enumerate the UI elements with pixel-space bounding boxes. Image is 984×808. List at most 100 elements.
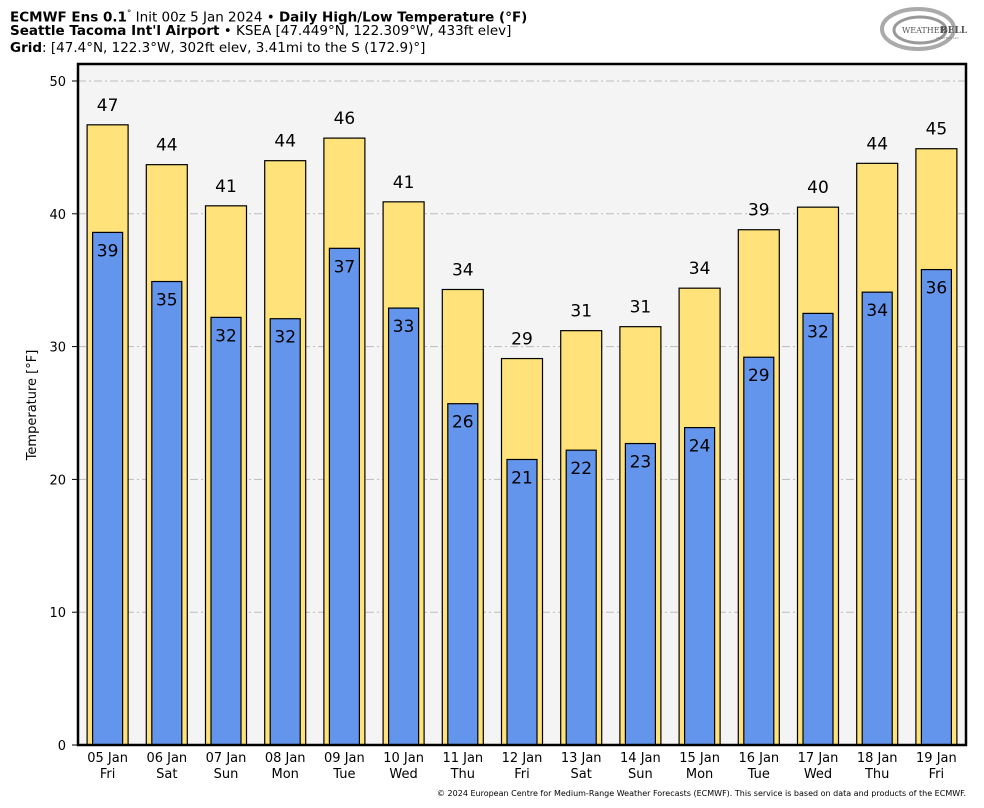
x-tick-date: 14 Jan bbox=[620, 751, 661, 766]
init-time: Init 00z 5 Jan 2024 • bbox=[131, 9, 279, 26]
plot-frame bbox=[76, 62, 968, 747]
x-tick-day: Thu bbox=[864, 767, 889, 782]
station-name: Seattle Tacoma Int'l Airport bbox=[10, 23, 220, 39]
logo-swirl-outer bbox=[880, 7, 956, 51]
x-tick-day: Sat bbox=[571, 767, 592, 782]
low-value-label: 34 bbox=[866, 301, 888, 321]
low-bar bbox=[743, 356, 775, 746]
low-value-label: 29 bbox=[748, 366, 770, 386]
high-value-label: 34 bbox=[689, 259, 711, 279]
low-value-label: 26 bbox=[452, 413, 474, 433]
x-tick-date: 17 Jan bbox=[798, 751, 839, 766]
low-bar bbox=[802, 312, 834, 746]
high-value-label: 41 bbox=[215, 177, 237, 197]
high-value-label: 44 bbox=[156, 136, 178, 156]
x-tick-date: 18 Jan bbox=[857, 751, 898, 766]
low-bar bbox=[210, 316, 242, 746]
grid-details: : [47.4°N, 122.3°W, 302ft elev, 3.41mi t… bbox=[42, 40, 426, 56]
x-tick-date: 16 Jan bbox=[738, 751, 779, 766]
low-bar bbox=[565, 449, 597, 746]
x-tick-date: 06 Jan bbox=[146, 751, 187, 766]
x-tick-day: Fri bbox=[100, 767, 116, 782]
y-tick-label: 40 bbox=[49, 208, 66, 223]
x-tick-day: Mon bbox=[686, 767, 713, 782]
high-value-label: 31 bbox=[570, 302, 592, 322]
x-tick-day: Mon bbox=[271, 767, 298, 782]
header-line-grid: Grid: [47.4°N, 122.3°W, 302ft elev, 3.41… bbox=[10, 40, 425, 57]
x-tick-date: 19 Jan bbox=[916, 751, 957, 766]
high-value-label: 41 bbox=[393, 173, 415, 193]
high-value-label: 34 bbox=[452, 260, 474, 280]
x-tick-day: Fri bbox=[514, 767, 530, 782]
x-tick-date: 11 Jan bbox=[442, 751, 483, 766]
x-tick-day: Tue bbox=[747, 767, 770, 782]
high-value-label: 46 bbox=[334, 109, 356, 129]
y-tick-label: 0 bbox=[58, 739, 66, 754]
low-bar bbox=[328, 247, 360, 746]
high-value-label: 45 bbox=[926, 120, 948, 140]
y-axis: 0 10 20 30 40 50 bbox=[49, 75, 78, 754]
low-value-label: 32 bbox=[215, 326, 237, 346]
bars bbox=[86, 124, 958, 746]
low-value-label: 32 bbox=[807, 322, 829, 342]
high-value-label: 40 bbox=[807, 178, 829, 198]
x-tick-day: Thu bbox=[450, 767, 475, 782]
low-bar bbox=[506, 458, 538, 746]
y-tick-label: 10 bbox=[49, 606, 66, 621]
low-value-label: 37 bbox=[334, 257, 356, 277]
x-tick-date: 07 Jan bbox=[206, 751, 247, 766]
x-tick-day: Wed bbox=[804, 767, 832, 782]
station-details: • KSEA [47.449°N, 122.309°W, 433ft elev] bbox=[219, 23, 512, 39]
high-value-label: 44 bbox=[274, 132, 296, 152]
low-value-label: 32 bbox=[274, 328, 296, 348]
y-tick-label: 30 bbox=[49, 341, 66, 356]
low-value-label: 23 bbox=[630, 453, 652, 473]
logo-swirl-inner bbox=[892, 15, 948, 45]
high-value-label: 31 bbox=[630, 298, 652, 318]
low-value-label: 21 bbox=[511, 468, 533, 488]
model-name: ECMWF Ens 0.1 bbox=[10, 9, 127, 26]
low-value-label: 22 bbox=[570, 459, 592, 479]
high-value-label: 29 bbox=[511, 330, 533, 350]
low-bar bbox=[920, 268, 953, 746]
x-tick-date: 15 Jan bbox=[679, 751, 720, 766]
low-value-label: 36 bbox=[926, 279, 948, 299]
logo-text-sub: ANALYTICS LLC bbox=[936, 36, 959, 40]
weatherbell-logo: WEATHER BELL ANALYTICS LLC bbox=[880, 7, 968, 51]
low-bar bbox=[91, 231, 124, 746]
x-tick-day: Sun bbox=[214, 767, 239, 782]
low-value-label: 33 bbox=[393, 317, 415, 337]
low-bar bbox=[683, 427, 716, 746]
low-bar bbox=[861, 291, 893, 746]
header-line-station: Seattle Tacoma Int'l Airport • KSEA [47.… bbox=[10, 23, 511, 40]
x-tick-date: 09 Jan bbox=[324, 751, 365, 766]
low-bar bbox=[269, 318, 301, 746]
high-value-label: 44 bbox=[866, 134, 888, 154]
y-tick-label: 20 bbox=[49, 473, 66, 488]
x-tick-day: Sun bbox=[628, 767, 653, 782]
x-tick-day: Tue bbox=[332, 767, 355, 782]
logo-text-main: WEATHER bbox=[902, 26, 947, 35]
low-bar bbox=[447, 403, 479, 746]
low-value-label: 24 bbox=[689, 437, 711, 457]
low-bar bbox=[388, 307, 420, 746]
copyright-footer: © 2024 European Centre for Medium-Range … bbox=[437, 789, 966, 798]
x-tick-date: 13 Jan bbox=[561, 751, 602, 766]
high-value-label: 39 bbox=[748, 201, 770, 221]
y-axis-label: Temperature [°F] bbox=[25, 350, 40, 462]
y-tick-label: 50 bbox=[49, 75, 66, 90]
low-bar bbox=[624, 442, 657, 746]
header-line-model: ECMWF Ens 0.1° Init 00z 5 Jan 2024 • Dai… bbox=[10, 6, 527, 27]
data-labels: 47 39 44 35 41 32 44 32 46 37 41 33 34 26 29 21 31 22 31 23… bbox=[97, 96, 947, 489]
x-tick-day: Fri bbox=[929, 767, 945, 782]
x-tick-date: 05 Jan bbox=[87, 751, 128, 766]
x-tick-date: 10 Jan bbox=[383, 751, 424, 766]
grid-label: Grid bbox=[10, 40, 43, 56]
low-value-label: 39 bbox=[97, 241, 119, 261]
low-value-label: 35 bbox=[156, 291, 178, 311]
x-tick-day: Sat bbox=[156, 767, 177, 782]
degree-sign: ° bbox=[126, 9, 132, 19]
product-title: Daily High/Low Temperature (°F) bbox=[278, 9, 528, 26]
